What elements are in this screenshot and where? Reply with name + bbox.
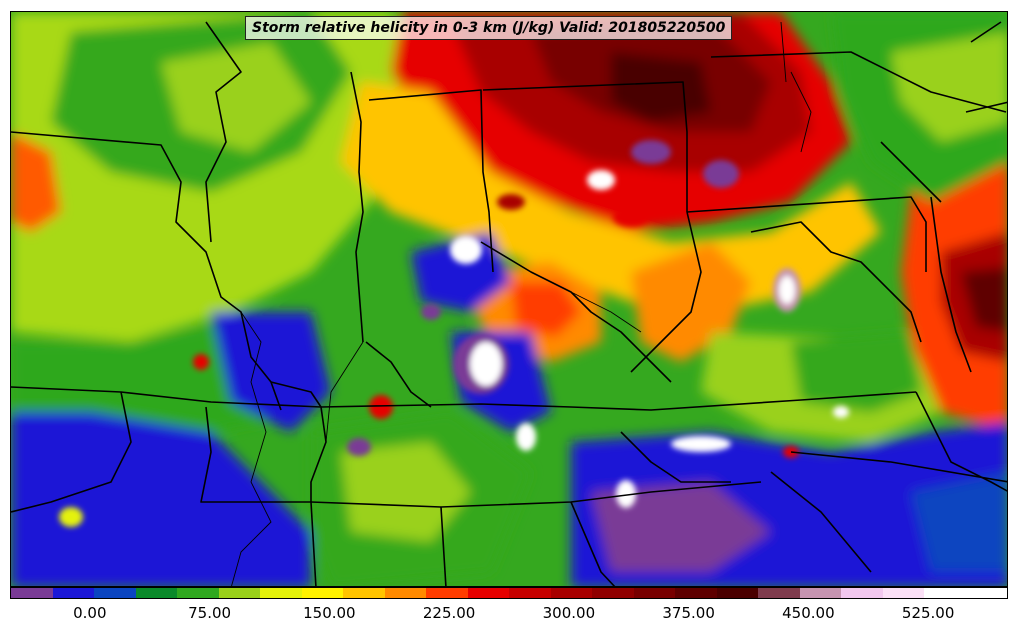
colorbar-swatch <box>550 588 592 598</box>
colorbar <box>10 587 1008 599</box>
field-contours-small <box>59 140 849 527</box>
colorbar-tick-label: 75.00 <box>188 604 232 622</box>
colorbar-swatch <box>177 588 219 598</box>
colorbar-tick-label: 300.00 <box>542 604 596 622</box>
colorbar-swatch <box>343 588 385 598</box>
colorbar-swatch <box>965 588 1007 598</box>
colorbar-swatch <box>94 588 136 598</box>
map-panel <box>10 11 1008 587</box>
colorbar-tick-label: 450.00 <box>782 604 835 622</box>
colorbar-swatch <box>799 588 841 598</box>
map-title: Storm relative helicity in 0-3 km (J/kg)… <box>245 16 733 40</box>
colorbar-swatch <box>924 588 966 598</box>
colorbar-swatch <box>260 588 302 598</box>
colorbar-swatch <box>509 588 551 598</box>
colorbar-swatch <box>301 588 343 598</box>
colorbar-tick-labels: 0.00 75.00 150.00 225.00 300.00 375.00 450.00 5… <box>10 601 1008 627</box>
colorbar-tick-label: 0.00 <box>73 604 107 622</box>
colorbar-swatch <box>716 588 758 598</box>
colorbar-swatch <box>758 588 800 598</box>
river-lines <box>231 21 812 586</box>
colorbar-tick-label: 375.00 <box>662 604 715 622</box>
colorbar-swatch <box>426 588 468 598</box>
colorbar-swatch <box>675 588 717 598</box>
colorbar-swatch <box>218 588 260 598</box>
colorbar-swatch <box>633 588 675 598</box>
colorbar-swatch <box>841 588 883 598</box>
colorbar-swatch <box>11 588 53 598</box>
field-contours-large <box>11 12 1007 586</box>
colorbar-swatch <box>882 588 924 598</box>
helicity-field-map <box>11 12 1007 586</box>
colorbar-tick-label: 525.00 <box>901 604 955 622</box>
colorbar-swatch <box>467 588 509 598</box>
colorbar-tick-label: 150.00 <box>303 604 356 622</box>
colorbar-tick-label: 225.00 <box>422 604 476 622</box>
colorbar-swatch <box>135 588 177 598</box>
colorbar-swatch <box>52 588 94 598</box>
state-boundaries <box>11 21 1007 586</box>
colorbar-swatch <box>592 588 634 598</box>
colorbar-swatch <box>384 588 426 598</box>
